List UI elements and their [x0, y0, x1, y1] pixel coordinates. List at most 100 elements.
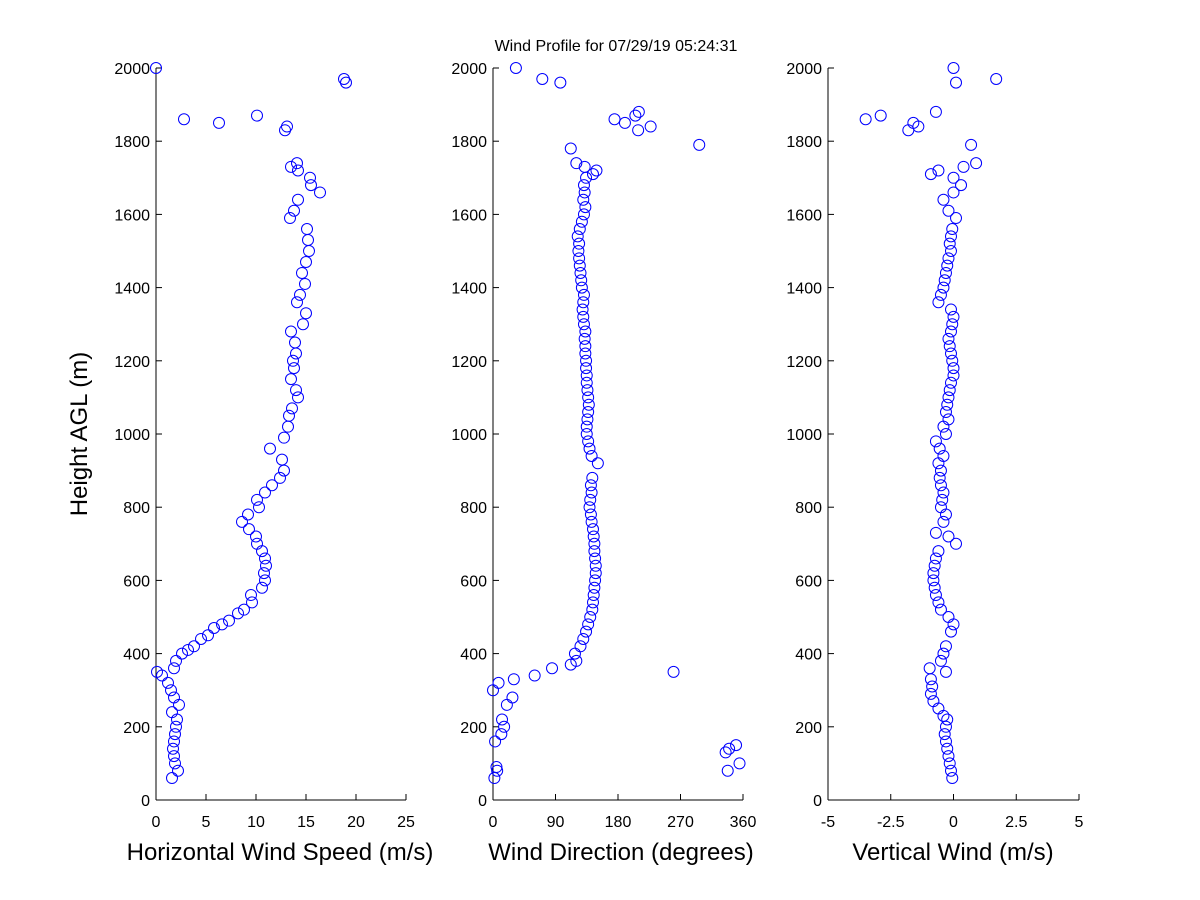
data-point — [573, 223, 586, 236]
data-point — [934, 479, 947, 492]
data-point — [285, 373, 297, 386]
data-points — [859, 62, 1003, 785]
data-point — [178, 113, 190, 126]
data-point — [932, 164, 945, 177]
y-tick-label: 1000 — [451, 427, 487, 444]
data-point — [294, 288, 306, 301]
data-point — [928, 581, 941, 594]
y-tick-label: 1200 — [786, 354, 822, 371]
data-point — [938, 274, 951, 287]
y-tick-label: 1600 — [786, 207, 822, 224]
data-point — [578, 332, 591, 345]
data-point — [489, 735, 502, 748]
chart-panels: 0 5 10 15 20 25 0 200 400 600 800 1000 1200 1400 1600 1… — [66, 61, 1084, 866]
data-point — [924, 687, 937, 700]
data-point — [926, 680, 939, 693]
data-point — [644, 120, 657, 133]
data-point — [934, 464, 947, 477]
data-point — [286, 402, 298, 415]
data-point — [946, 772, 959, 785]
data-point — [608, 113, 621, 126]
data-point — [568, 647, 581, 660]
data-point — [575, 281, 588, 294]
x-tick-label: 270 — [667, 814, 694, 831]
x-tick-label: 90 — [547, 814, 565, 831]
data-point — [169, 757, 181, 770]
data-point — [296, 266, 308, 279]
data-point — [259, 486, 271, 499]
y-tick-label: 0 — [813, 793, 822, 810]
data-point — [934, 501, 947, 514]
data-point — [928, 559, 941, 572]
y-tick-label: 200 — [123, 720, 150, 737]
data-point — [941, 742, 954, 755]
data-point — [202, 629, 214, 642]
data-point — [282, 420, 294, 433]
data-point — [585, 515, 598, 528]
y-tick-label: 600 — [123, 573, 150, 590]
data-point — [305, 179, 317, 192]
y-tick-label: 2000 — [786, 61, 822, 78]
x-tick-label: 5 — [202, 814, 211, 831]
data-point — [300, 307, 312, 320]
data-point — [301, 223, 313, 236]
x-tick-label: 15 — [297, 814, 315, 831]
data-point — [216, 618, 228, 631]
data-point — [902, 124, 915, 137]
data-point — [500, 698, 513, 711]
y-tick-label: 1000 — [114, 427, 150, 444]
data-point — [937, 281, 950, 294]
panel-2: 0 90 180 270 360 0 200 400 600 800 1000 1200 1400 160… — [451, 61, 756, 866]
data-point — [730, 739, 743, 752]
data-point — [578, 160, 591, 173]
data-point — [584, 508, 597, 521]
data-point — [937, 449, 950, 462]
y-tick-label: 800 — [795, 500, 822, 517]
data-point — [590, 164, 603, 177]
data-point — [245, 589, 257, 602]
data-point — [573, 237, 586, 250]
data-point — [243, 523, 255, 536]
data-point — [933, 471, 946, 484]
data-point — [580, 171, 593, 184]
data-point — [584, 479, 597, 492]
data-point — [632, 124, 645, 137]
y-tick-label: 2000 — [114, 61, 150, 78]
data-point — [947, 369, 960, 382]
data-point — [629, 109, 642, 122]
data-point — [580, 369, 593, 382]
data-point — [291, 157, 303, 170]
data-point — [302, 234, 314, 247]
data-point — [944, 230, 957, 243]
data-point — [589, 567, 602, 580]
y-tick-label: 1800 — [114, 134, 150, 151]
data-point — [582, 391, 595, 404]
data-point — [939, 720, 952, 733]
x-tick-label: 0 — [152, 814, 161, 831]
data-point — [944, 303, 957, 316]
data-point — [944, 376, 957, 389]
data-point — [943, 237, 956, 250]
data-point — [170, 654, 182, 667]
data-point — [169, 728, 181, 741]
x-tick-label: 0 — [489, 814, 498, 831]
data-point — [586, 603, 599, 616]
data-point — [570, 654, 583, 667]
data-point — [579, 340, 592, 353]
data-point — [168, 750, 180, 763]
panel-3: -5 -2.5 0 2.5 5 0 200 400 600 800 1000 1200 1400 1600… — [786, 61, 1083, 866]
data-point — [577, 288, 590, 301]
data-point — [946, 223, 959, 236]
y-tick-label: 600 — [795, 573, 822, 590]
data-point — [955, 179, 968, 192]
data-point — [168, 691, 180, 704]
data-point — [990, 72, 1003, 85]
y-tick-label: 600 — [460, 573, 487, 590]
data-point — [923, 662, 936, 675]
data-point — [577, 193, 590, 206]
x-axis-title: Horizontal Wind Speed (m/s) — [127, 839, 434, 866]
y-tick-label: 1400 — [114, 281, 150, 298]
data-point — [582, 398, 595, 411]
data-point — [250, 530, 262, 543]
data-point — [274, 471, 286, 484]
